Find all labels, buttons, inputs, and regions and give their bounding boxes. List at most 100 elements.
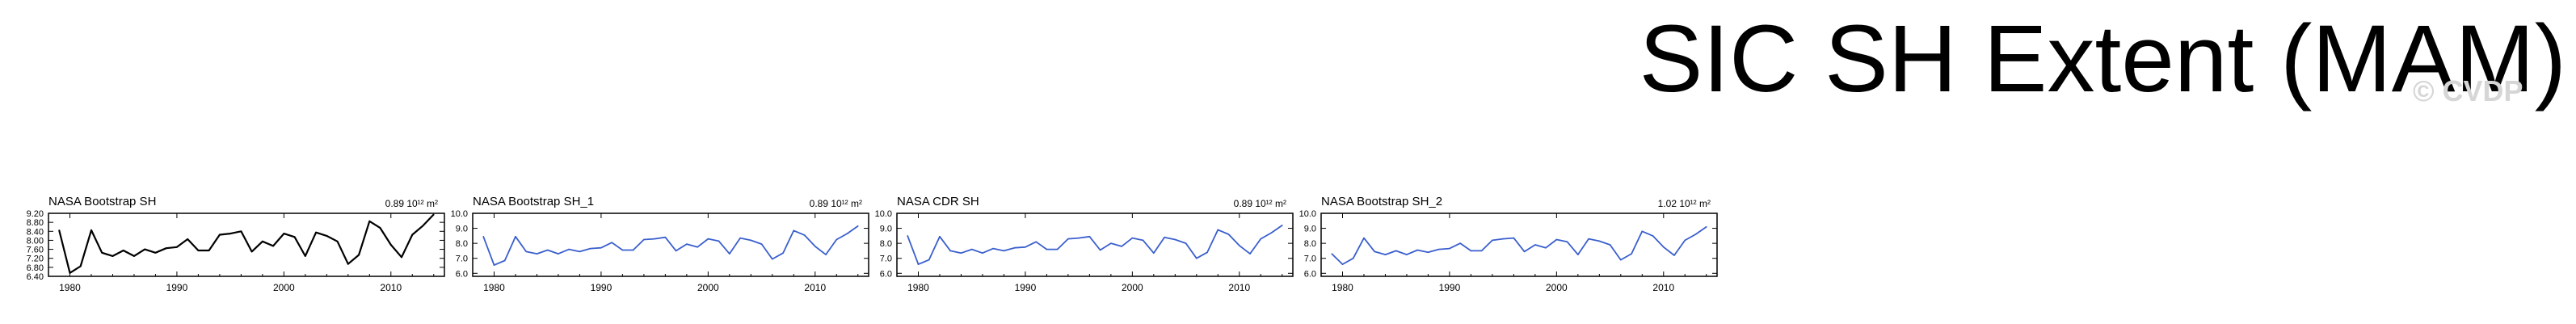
chart-panel-2: NASA Bootstrap SH_1 0.89 10¹² m² 10.0 9.0 8.… <box>451 195 869 293</box>
data-point <box>1035 241 1037 243</box>
data-point <box>1217 229 1219 231</box>
data-point <box>1652 235 1654 237</box>
data-point <box>1121 246 1122 247</box>
x-tick-label: 1980 <box>907 282 929 293</box>
data-point <box>718 240 720 242</box>
chart-panel-4: NASA Bootstrap SH_2 1.02 10¹² m² 10.0 9.0 8.… <box>1299 195 1718 293</box>
data-point <box>1470 250 1472 252</box>
data-point <box>165 247 167 249</box>
data-point <box>1227 234 1230 235</box>
x-tick-label: 2010 <box>1652 282 1674 293</box>
data-point <box>686 243 688 245</box>
plot-frame <box>48 212 445 277</box>
chart-panel-3: NASA CDR SH 0.89 10¹² m² 10.0 9.0 8.0 7.0 6.0 1… <box>875 195 1294 293</box>
data-point <box>1206 251 1208 254</box>
data-point <box>707 238 709 240</box>
data-point <box>525 250 528 253</box>
data-point <box>336 241 339 242</box>
data-point <box>1684 239 1686 242</box>
data-point <box>326 235 328 237</box>
y-tick-label: 7.0 <box>1304 255 1316 264</box>
data-point <box>1459 242 1461 244</box>
y-tick-label: 6.80 <box>27 263 44 273</box>
data-point <box>1088 235 1091 238</box>
data-point <box>515 235 516 238</box>
data-point <box>1013 246 1016 249</box>
data-point <box>1406 254 1408 255</box>
data-point <box>970 248 973 250</box>
y-tick-label: 8.0 <box>1304 239 1316 249</box>
y-tick-label: 7.0 <box>456 255 468 264</box>
chart-annotation: 0.89 10¹² m² <box>385 198 438 209</box>
y-tick-label: 9.0 <box>1304 225 1316 234</box>
data-point <box>1185 242 1187 244</box>
data-point <box>315 231 317 234</box>
data-point <box>579 250 581 253</box>
data-point <box>1260 238 1262 240</box>
y-tick-label: 7.20 <box>27 255 44 264</box>
data-point <box>1492 239 1493 242</box>
data-point <box>992 247 994 250</box>
data-point <box>1577 254 1579 255</box>
series-line <box>1331 225 1707 266</box>
data-point <box>1437 248 1440 250</box>
chart-title: NASA Bootstrap SH <box>48 195 156 208</box>
data-point <box>1523 250 1526 253</box>
data-point <box>305 255 306 257</box>
data-point <box>144 248 145 250</box>
data-point <box>546 249 549 251</box>
data-point <box>814 246 816 247</box>
data-point <box>240 230 242 233</box>
data-point <box>176 246 178 248</box>
data-point <box>1545 246 1547 249</box>
y-tick-label: 8.0 <box>880 239 892 249</box>
data-point <box>1196 257 1198 259</box>
y-tick-label: 10.0 <box>451 209 468 219</box>
x-tick-label: 1990 <box>166 282 188 293</box>
data-point <box>939 235 941 238</box>
data-point <box>401 256 402 259</box>
y-tick-label: 6.0 <box>456 269 468 279</box>
x-tick-label: 2010 <box>804 282 826 293</box>
data-point <box>1416 249 1418 251</box>
data-point <box>1395 250 1397 252</box>
data-point <box>1705 225 1707 228</box>
data-point <box>1384 254 1387 255</box>
data-point <box>208 250 210 251</box>
data-point <box>982 252 983 255</box>
x-tick-label: 1990 <box>1439 282 1461 293</box>
series-line <box>907 225 1283 266</box>
x-tick-label: 1990 <box>591 282 612 293</box>
data-point <box>219 234 221 236</box>
data-point <box>1281 225 1283 226</box>
data-point <box>482 235 485 238</box>
data-point <box>1631 253 1632 255</box>
data-point <box>1641 230 1644 233</box>
y-tick-label: 7.60 <box>27 246 44 255</box>
y-tick-label: 6.0 <box>1304 269 1316 279</box>
data-point <box>1566 241 1568 243</box>
y-tick-label: 9.0 <box>456 225 468 234</box>
data-point <box>1174 238 1176 241</box>
data-point <box>432 213 435 216</box>
data-point <box>664 236 667 238</box>
series-line <box>58 213 435 274</box>
data-point <box>739 237 741 239</box>
data-point <box>928 259 930 261</box>
data-point <box>917 263 920 265</box>
data-point <box>1598 240 1601 242</box>
y-tick-label: 7.0 <box>880 255 892 264</box>
data-point <box>283 233 285 234</box>
data-point <box>960 252 962 255</box>
chart-panel-1: NASA Bootstrap SH 0.89 10¹² m² 9.208.808.4… <box>27 195 445 293</box>
y-tick-label: 6.0 <box>880 269 892 279</box>
data-point <box>101 251 103 254</box>
data-point <box>846 233 848 234</box>
x-tick-label: 2010 <box>380 282 402 293</box>
data-point <box>58 229 61 231</box>
data-point <box>760 243 763 245</box>
page-title: SIC SH Extent (MAM) <box>1639 6 2566 112</box>
data-point <box>411 234 414 236</box>
chart-title: NASA Bootstrap SH_1 <box>473 195 594 208</box>
data-point <box>697 246 698 248</box>
